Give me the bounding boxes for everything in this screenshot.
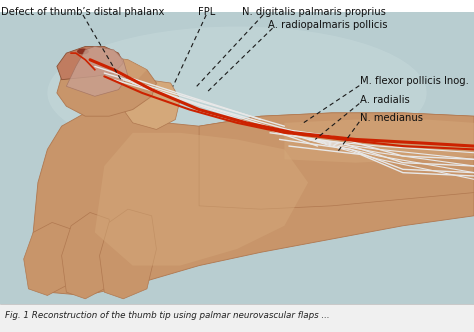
Ellipse shape xyxy=(47,27,427,159)
Ellipse shape xyxy=(77,48,89,54)
Text: Fig. 1 Reconstruction of the thumb tip using palmar neurovascular flaps ...: Fig. 1 Reconstruction of the thumb tip u… xyxy=(5,311,329,320)
Polygon shape xyxy=(199,113,474,209)
Polygon shape xyxy=(123,80,180,129)
Text: A. radiopalmaris pollicis: A. radiopalmaris pollicis xyxy=(268,20,387,30)
Polygon shape xyxy=(62,212,114,299)
Polygon shape xyxy=(66,46,128,96)
Polygon shape xyxy=(24,222,76,295)
Bar xyxy=(0,304,474,332)
Text: M. flexor pollicis lnog.: M. flexor pollicis lnog. xyxy=(360,76,469,86)
Text: Defect of thumb’s distal phalanx: Defect of thumb’s distal phalanx xyxy=(1,7,164,17)
Polygon shape xyxy=(62,56,147,80)
Text: N. medianus: N. medianus xyxy=(360,113,423,123)
Bar xyxy=(0,12,474,304)
Polygon shape xyxy=(95,133,308,266)
Text: FPL: FPL xyxy=(198,7,215,17)
Polygon shape xyxy=(100,209,156,299)
Text: A. radialis: A. radialis xyxy=(360,95,410,105)
Text: N. digitalis palmaris proprius: N. digitalis palmaris proprius xyxy=(242,7,386,17)
Polygon shape xyxy=(33,110,474,295)
Bar xyxy=(0,0,474,40)
Polygon shape xyxy=(57,46,123,80)
Polygon shape xyxy=(284,120,474,163)
Polygon shape xyxy=(57,56,156,116)
